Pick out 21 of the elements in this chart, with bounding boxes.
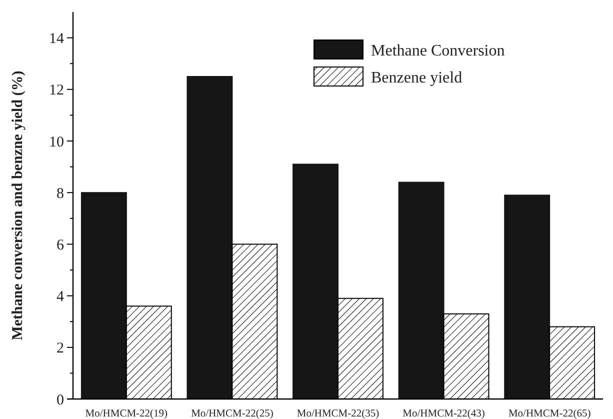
bar — [80, 192, 127, 400]
x-tick-label: Mo/HMCM-22(65) — [508, 408, 592, 419]
x-tick-label: Mo/HMCM-22(25) — [191, 408, 274, 419]
y-tick-label: 2 — [56, 340, 64, 357]
x-tick-label: Mo/HMCM-22(43) — [402, 408, 486, 419]
legend-label: Methane Conversion — [371, 42, 505, 60]
y-tick-label: 12 — [49, 82, 64, 99]
y-tick-label: 0 — [56, 392, 64, 408]
legend-label: Benzene yield — [371, 70, 462, 87]
y-tick-label: 6 — [56, 237, 64, 254]
x-tick-label: Mo/HMCM-22(35) — [296, 408, 380, 419]
bar — [398, 182, 444, 400]
bar — [292, 164, 338, 400]
bar — [186, 76, 233, 400]
y-tick-label: 4 — [56, 289, 64, 306]
y-axis-title: Methane conversion and benzne yield (%) — [10, 70, 26, 340]
bar — [504, 194, 550, 400]
y-tick-label: 8 — [56, 186, 64, 202]
x-tick-label: Mo/HMCM-22(19) — [85, 408, 168, 419]
y-tick-label: 14 — [49, 31, 64, 48]
y-tick-label: 10 — [49, 134, 64, 150]
